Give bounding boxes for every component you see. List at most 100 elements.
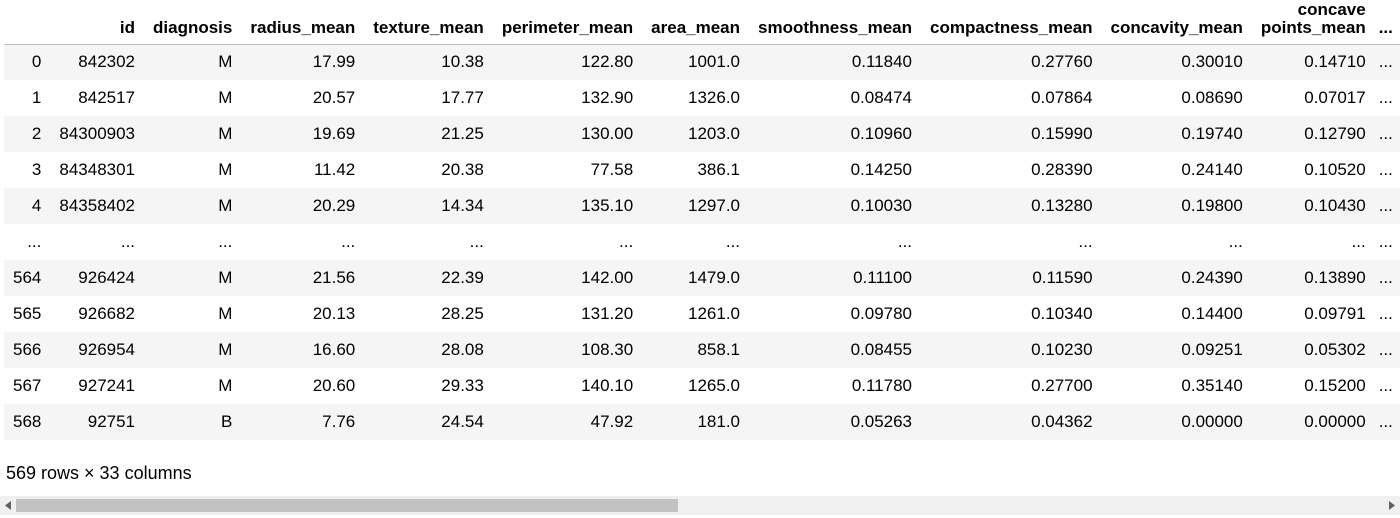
header-concavity-mean: concavity_mean <box>1101 0 1252 45</box>
table-row: 565 926682 M 20.13 28.25 131.20 1261.0 0.09780 0… <box>4 296 1400 332</box>
cell-perimeter-mean: 122.80 <box>581 52 634 72</box>
row-index: 2 <box>31 124 42 143</box>
cell-radius-mean: 7.76 <box>322 412 356 431</box>
cell-concave-points-mean: 0.10430 <box>1304 196 1366 215</box>
header-concave-points-mean: concave points_mean <box>1251 0 1375 45</box>
cell-concave-points-mean: 0.00000 <box>1304 412 1366 431</box>
horizontal-scrollbar[interactable] <box>0 496 1400 515</box>
cell-compactness-mean: 0.10340 <box>1031 304 1093 323</box>
cell-concavity-mean: 0.14400 <box>1181 304 1243 323</box>
cell-radius-mean: 20.60 <box>312 376 356 395</box>
header-compactness-mean: compactness_mean <box>921 0 1102 45</box>
cell-id: 92751 <box>87 412 136 431</box>
row-index: 4 <box>31 196 42 215</box>
cell-texture-mean: ... <box>469 232 484 251</box>
cell-smoothness-mean: 0.10960 <box>850 124 913 143</box>
header-smoothness-mean: smoothness_mean <box>749 0 922 45</box>
table-row: .................................... <box>4 224 1400 260</box>
cell-concave-points-mean: 0.13890 <box>1304 268 1366 287</box>
row-index: ... <box>27 232 42 251</box>
cell-smoothness-mean: 0.10030 <box>850 196 913 215</box>
cell-id: 842302 <box>78 52 136 72</box>
cell-diagnosis: M <box>218 160 233 179</box>
dataframe-shape-label: 569 rows × 33 columns <box>6 463 192 483</box>
cell-diagnosis: M <box>218 304 233 323</box>
cell-texture-mean: 10.38 <box>441 52 484 72</box>
cell-more: ... <box>1378 124 1393 143</box>
cell-compactness-mean: 0.27760 <box>1031 52 1093 72</box>
cell-smoothness-mean: 0.11780 <box>851 376 913 395</box>
cell-concave-points-mean: 0.07017 <box>1304 88 1366 107</box>
scroll-right-arrow-icon[interactable] <box>1384 496 1400 515</box>
cell-texture-mean: 21.25 <box>441 124 484 143</box>
cell-area-mean: 1479.0 <box>688 268 741 287</box>
scroll-left-arrow-icon[interactable] <box>0 496 16 515</box>
cell-radius-mean: 21.56 <box>312 268 356 287</box>
row-index: 3 <box>31 160 42 179</box>
header-more-columns: ... <box>1374 0 1400 45</box>
cell-smoothness-mean: 0.08455 <box>850 340 913 359</box>
cell-texture-mean: 22.39 <box>441 268 484 287</box>
header-radius-mean: radius_mean <box>241 0 365 45</box>
cell-compactness-mean: 0.28390 <box>1031 160 1093 179</box>
cell-compactness-mean: 0.07864 <box>1031 88 1093 107</box>
cell-area-mean: 858.1 <box>697 340 741 359</box>
table-row: 1 842517 M 20.57 17.77 132.90 1326.0 0.08474 0.0… <box>4 80 1400 116</box>
cell-concavity-mean: 0.09251 <box>1181 340 1243 359</box>
cell-concavity-mean: 0.24390 <box>1181 268 1243 287</box>
cell-area-mean: 1297.0 <box>688 196 741 215</box>
cell-texture-mean: 28.08 <box>441 340 484 359</box>
cell-smoothness-mean: 0.11840 <box>851 52 913 72</box>
cell-id: 926424 <box>78 268 136 287</box>
cell-concave-points-mean: 0.10520 <box>1304 160 1366 179</box>
table-row: 566 926954 M 16.60 28.08 108.30 858.1 0.08455 0.… <box>4 332 1400 368</box>
cell-radius-mean: ... <box>341 232 356 251</box>
cell-id: 84358402 <box>59 196 136 215</box>
row-index: 0 <box>31 52 42 72</box>
cell-more: ... <box>1378 232 1393 251</box>
cell-area-mean: 181.0 <box>697 412 741 431</box>
cell-concavity-mean: 0.30010 <box>1181 52 1243 72</box>
header-area-mean: area_mean <box>642 0 750 45</box>
cell-radius-mean: 19.69 <box>312 124 356 143</box>
cell-concave-points-mean: 0.15200 <box>1304 376 1366 395</box>
cell-id: 926682 <box>78 304 136 323</box>
cell-perimeter-mean: 135.10 <box>581 196 634 215</box>
cell-more: ... <box>1378 88 1393 107</box>
cell-compactness-mean: 0.11590 <box>1032 268 1093 287</box>
table-row: 564 926424 M 21.56 22.39 142.00 1479.0 0.11100 0… <box>4 260 1400 296</box>
cell-diagnosis: M <box>218 268 233 287</box>
row-index: 564 <box>13 268 42 287</box>
table-body: 0 842302 M 17.99 10.38 122.80 1001.0 0.11840 0.2… <box>4 44 1400 440</box>
cell-texture-mean: 29.33 <box>441 376 484 395</box>
cell-perimeter-mean: 77.58 <box>590 160 634 179</box>
cell-diagnosis: M <box>218 52 233 72</box>
cell-radius-mean: 20.57 <box>312 88 356 107</box>
cell-perimeter-mean: 140.10 <box>581 376 634 395</box>
cell-concave-points-mean: 0.05302 <box>1304 340 1366 359</box>
table-row: 568 92751 B 7.76 24.54 47.92 181.0 0.05263 0.043… <box>4 404 1400 440</box>
header-diagnosis: diagnosis <box>144 0 242 45</box>
cell-radius-mean: 20.29 <box>312 196 356 215</box>
table-row: 567 927241 M 20.60 29.33 140.10 1265.0 0.11780 0… <box>4 368 1400 404</box>
cell-radius-mean: 16.60 <box>312 340 356 359</box>
cell-diagnosis: ... <box>218 232 233 251</box>
cell-more: ... <box>1378 52 1393 72</box>
cell-smoothness-mean: 0.08474 <box>850 88 913 107</box>
cell-area-mean: 1001.0 <box>688 52 741 72</box>
cell-more: ... <box>1378 340 1393 359</box>
cell-diagnosis: B <box>221 412 233 431</box>
cell-area-mean: 1265.0 <box>688 376 741 395</box>
row-index: 568 <box>13 412 42 431</box>
cell-smoothness-mean: 0.14250 <box>850 160 913 179</box>
table-header: id diagnosis radius_mean texture_mean pe… <box>4 0 1400 45</box>
table-row: 0 842302 M 17.99 10.38 122.80 1001.0 0.11840 0.2… <box>4 44 1400 80</box>
scrollbar-thumb[interactable] <box>16 499 678 512</box>
header-texture-mean: texture_mean <box>364 0 493 45</box>
table-row: 3 84348301 M 11.42 20.38 77.58 386.1 0.14250 0.2… <box>4 152 1400 188</box>
cell-texture-mean: 14.34 <box>441 196 484 215</box>
cell-id: 926954 <box>78 340 136 359</box>
cell-perimeter-mean: 108.30 <box>581 340 634 359</box>
header-row: id diagnosis radius_mean texture_mean pe… <box>4 0 1400 45</box>
